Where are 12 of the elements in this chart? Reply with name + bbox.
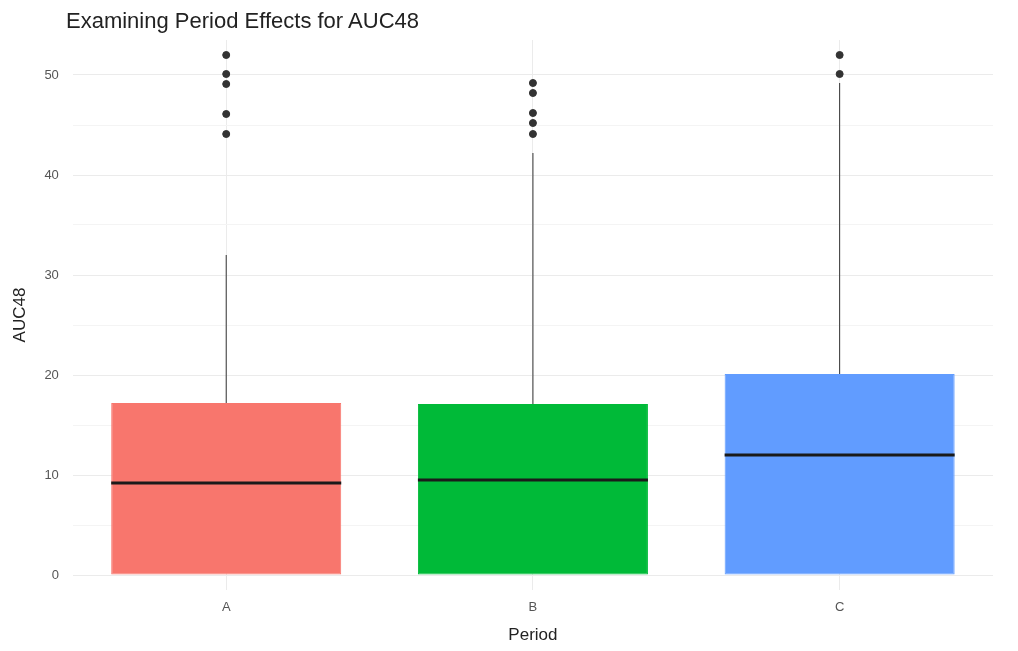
y-tick-label: 40 — [44, 166, 59, 182]
y-tick-label: 20 — [44, 366, 59, 382]
y-tick-label: 0 — [51, 566, 59, 582]
y-tick-label: 10 — [44, 466, 59, 482]
x-axis-title: Period — [508, 625, 558, 645]
y-axis-title: AUC48 — [9, 287, 29, 343]
y-tick-label: 30 — [44, 266, 59, 282]
chart-title: Examining Period Effects for AUC48 — [66, 8, 419, 34]
y-tick-label: 50 — [44, 66, 59, 82]
x-tick-label: A — [221, 599, 231, 615]
x-tick-label: C — [834, 599, 845, 615]
x-tick-label: B — [528, 599, 538, 615]
